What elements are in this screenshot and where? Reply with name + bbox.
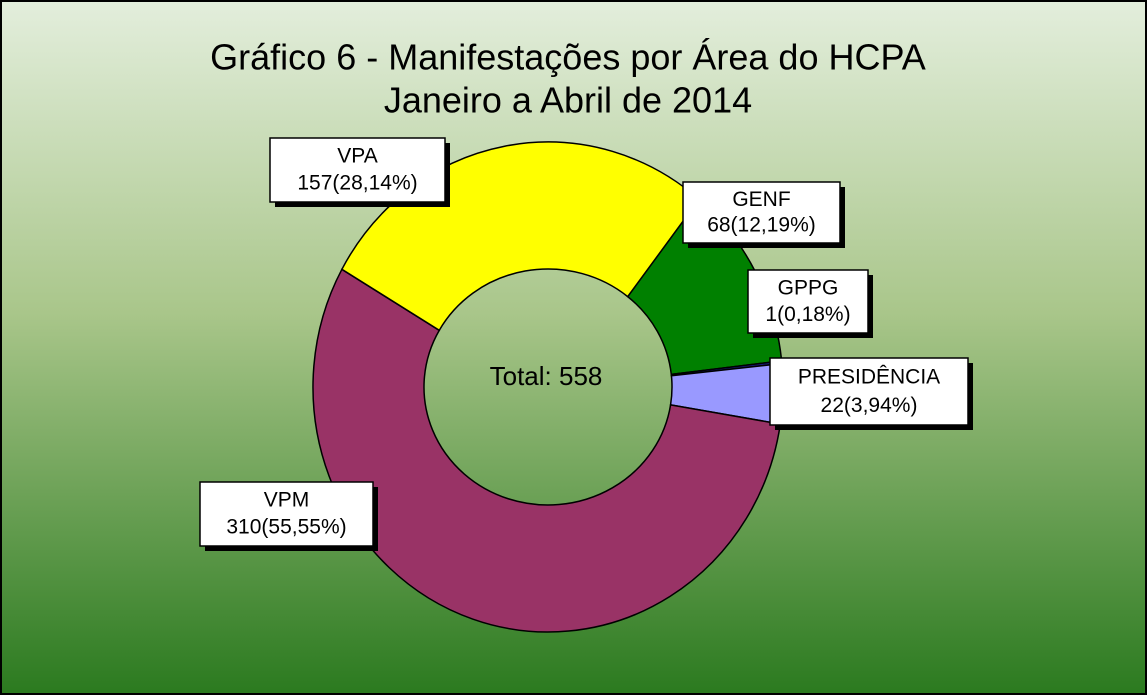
data-label: 68(12,19%) [707,213,816,236]
label-name: PRESIDÊNCIA [798,366,940,389]
data-label: 22(3,94%) [821,394,918,417]
data-label: 157(28,14%) [297,172,417,195]
chart-title: Gráfico 6 - Manifestações por Área do HC… [210,37,926,78]
label-name: VPA [337,145,377,168]
label-box [747,269,869,334]
label-box [769,357,969,426]
label-box [199,481,374,547]
label-name: GPPG [778,276,839,299]
label-name: VPM [264,489,310,512]
label-box [682,181,841,244]
label-box [269,137,446,203]
chart-subtitle: Janeiro a Abril de 2014 [384,80,752,121]
slice [312,268,782,633]
label-name: GENF [732,188,790,211]
data-label: 1(0,18%) [765,303,850,326]
data-label: 310(55,55%) [226,516,346,539]
center-label: Total: 558 [490,361,603,391]
